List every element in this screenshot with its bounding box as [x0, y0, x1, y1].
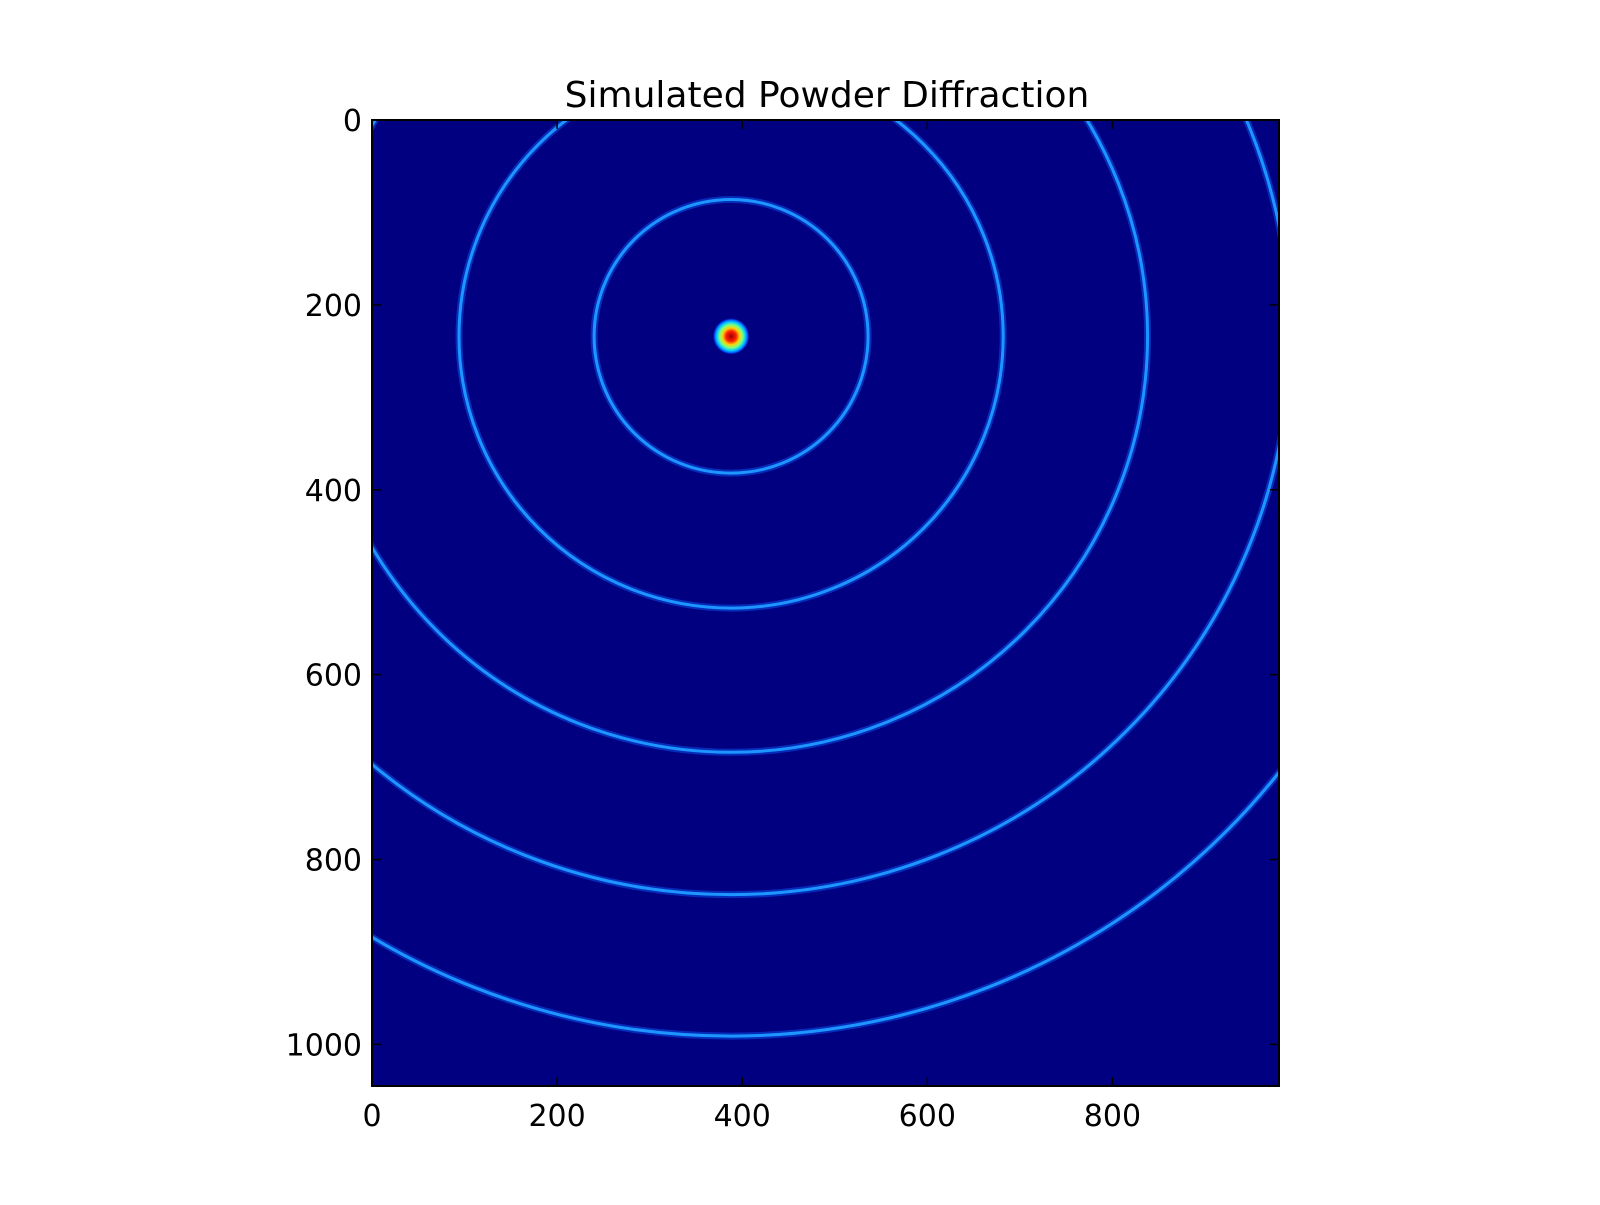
data-layer [372, 120, 1279, 1040]
axis-ticks: 0 200 400 600 800 0 200 400 600 800 1000 [286, 104, 1279, 1134]
y-tick-label: 1000 [286, 1028, 362, 1063]
diffraction-ring-2 [457, 120, 1005, 610]
chart-title: Simulated Powder Diffraction [565, 75, 1090, 116]
plot-background [372, 120, 1279, 1086]
x-tick-label: 600 [899, 1099, 956, 1134]
diffraction-ring-3 [372, 120, 1149, 754]
diffraction-ring-5 [372, 769, 1279, 1038]
y-tick-label: 400 [305, 474, 362, 509]
diffraction-ring-4 [372, 120, 1279, 896]
x-tick-label: 400 [714, 1099, 771, 1134]
y-tick-label: 0 [343, 104, 362, 139]
x-tick-label: 0 [362, 1099, 381, 1134]
y-tick-label: 800 [305, 844, 362, 879]
y-tick-label: 600 [305, 659, 362, 694]
central-spot [712, 317, 750, 355]
x-tick-label: 200 [528, 1099, 585, 1134]
x-tick-label: 800 [1084, 1099, 1141, 1134]
plot-frame [371, 119, 1280, 1087]
y-tick-label: 200 [305, 289, 362, 324]
diffraction-ring-1 [592, 197, 870, 475]
